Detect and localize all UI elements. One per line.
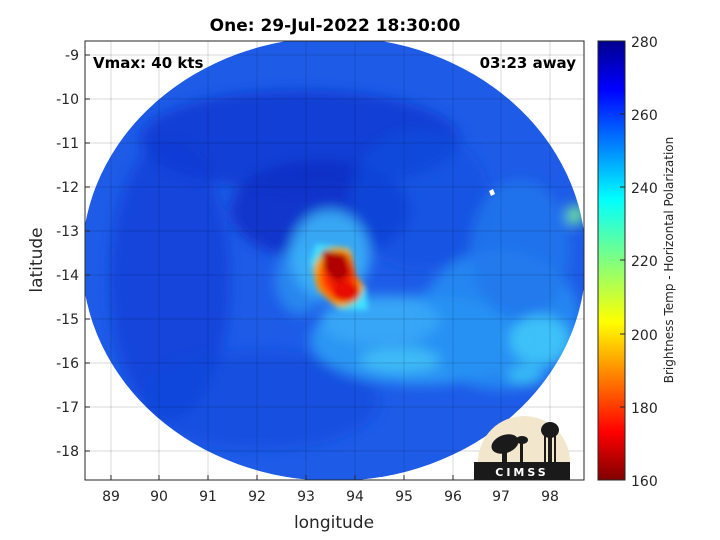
chart-title: One: 29-Jul-2022 18:30:00: [210, 16, 461, 36]
x-tick-label: 92: [248, 489, 266, 505]
colorbar-label: Brightness Temp - Horizontal Polarizatio…: [662, 137, 676, 384]
x-tick-label: 95: [395, 489, 413, 505]
y-tick-label: -17: [56, 400, 79, 416]
colorbar-tick-label: 160: [631, 474, 658, 490]
x-tick-label: 90: [150, 489, 168, 505]
x-tick-label: 91: [199, 489, 217, 505]
colorbar-tick-label: 180: [631, 401, 658, 417]
colorbar-tick-label: 200: [631, 328, 658, 344]
y-tick-label: -14: [56, 268, 79, 284]
x-tick-label: 93: [297, 489, 315, 505]
x-tick-label: 89: [102, 489, 120, 505]
swath-image: [85, 41, 584, 480]
y-tick-label: -18: [56, 444, 79, 460]
colorbar-tick-label: 260: [631, 108, 658, 124]
y-tick-label: -15: [56, 312, 79, 328]
y-tick-label: -13: [56, 224, 79, 240]
x-tick-label: 94: [346, 489, 364, 505]
x-tick-label: 98: [541, 489, 559, 505]
colorbar-tick-label: 280: [631, 35, 658, 51]
time-away-label: 03:23 away: [480, 54, 577, 72]
x-tick-label: 97: [492, 489, 510, 505]
y-tick-label: -10: [56, 92, 79, 108]
y-tick-label: -11: [56, 136, 79, 152]
vmax-label: Vmax: 40 kts: [93, 54, 203, 72]
tick-marks: [85, 54, 551, 480]
data-artifact: [489, 189, 495, 196]
y-tick-labels: -9 -10 -11 -12 -13 -14 -15 -16 -17 -18: [56, 48, 79, 460]
x-tick-labels: 89 90 91 92 93 94 95 96 97 98: [102, 489, 559, 505]
x-axis-label: longitude: [294, 513, 374, 533]
grid: [85, 41, 584, 480]
y-tick-label: -16: [56, 356, 79, 372]
colorbar: 160 180 200 220 240 260 280 Brightness T…: [597, 35, 676, 490]
logo-text: CIMSS: [495, 466, 548, 479]
cimss-logo: CIMSS: [474, 416, 570, 480]
colorbar-tick-label: 220: [631, 254, 658, 270]
y-tick-label: -12: [56, 180, 79, 196]
y-axis-label: latitude: [27, 227, 47, 292]
colorbar-tick-label: 240: [631, 181, 658, 197]
y-tick-label: -9: [65, 48, 79, 64]
axes-frame: [84, 40, 585, 481]
x-tick-label: 96: [444, 489, 462, 505]
